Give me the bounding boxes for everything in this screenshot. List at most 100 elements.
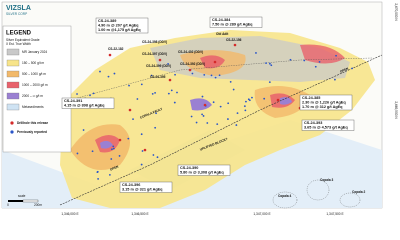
y-grid-label: 2,669,500 N bbox=[394, 101, 398, 119]
map-label: CS-24-392 (DDV) bbox=[180, 62, 205, 66]
drillhole-previous bbox=[132, 118, 134, 121]
legend-marker bbox=[10, 121, 14, 125]
x-grid-label: 1,346,000 E bbox=[61, 212, 78, 216]
x-grid-label: 1,346,500 E bbox=[131, 212, 148, 216]
legend-swatch bbox=[6, 48, 20, 56]
drillhole-release bbox=[188, 68, 192, 72]
legend-label: Drillhole this release bbox=[17, 121, 48, 125]
legend-subtitle: Silver Equivalent Grade bbox=[6, 38, 40, 42]
drillhole-previous bbox=[218, 74, 221, 77]
drillhole-previous bbox=[174, 73, 176, 76]
drillhole-previous bbox=[216, 123, 219, 126]
grade-2000-plus bbox=[190, 98, 212, 111]
drillhole-release bbox=[203, 103, 207, 107]
map-label: Copala 3 bbox=[320, 178, 334, 182]
map-label: OPEN bbox=[109, 164, 120, 171]
drillhole-previous bbox=[111, 148, 113, 151]
drillhole-previous bbox=[76, 152, 79, 155]
callout-hole: CS-24-391 bbox=[64, 99, 82, 103]
callout-line: 5.80 m @ 3,308 g/t AgEq bbox=[180, 171, 224, 175]
drillhole-previous bbox=[255, 52, 257, 54]
drillhole-previous bbox=[112, 147, 115, 150]
map-label: CS-24-398 (DDV) bbox=[142, 40, 167, 44]
legend-label: 1000 – 2000 g/t m bbox=[22, 83, 48, 87]
drillhole-previous bbox=[201, 113, 203, 116]
drillhole-previous bbox=[108, 173, 111, 176]
drillhole-previous bbox=[270, 64, 273, 67]
drillhole-previous bbox=[244, 109, 247, 112]
drillhole-previous bbox=[156, 156, 159, 159]
drillhole-previous bbox=[110, 158, 113, 160]
drillhole-previous bbox=[268, 81, 271, 84]
callout-hole: CS-24-396 bbox=[122, 183, 140, 187]
drillhole-previous bbox=[128, 84, 130, 87]
drillhole-previous bbox=[195, 121, 198, 124]
map-label: CS-24-399 (DDV) bbox=[146, 64, 171, 68]
drillhole-previous bbox=[227, 102, 230, 105]
drillhole-previous bbox=[89, 94, 91, 97]
scale-label: 0 bbox=[7, 203, 9, 207]
drillhole-previous bbox=[203, 73, 206, 76]
drillhole-release bbox=[158, 58, 162, 62]
scale-bar bbox=[22, 199, 39, 203]
drillhole-previous bbox=[167, 92, 170, 95]
callout-box bbox=[177, 164, 231, 176]
drillhole-previous bbox=[303, 59, 306, 62]
drillhole-previous bbox=[212, 101, 215, 104]
drillhole-previous bbox=[334, 78, 336, 81]
callout-line: 4.90 m @ 207 g/t AgEq bbox=[98, 24, 139, 28]
drillhole-previous bbox=[351, 67, 354, 70]
drillhole-release bbox=[108, 53, 112, 57]
drillhole-previous bbox=[251, 96, 253, 99]
drillhole-previous bbox=[82, 129, 85, 131]
brand-sub: SILVER CORP bbox=[6, 12, 27, 16]
drillhole-previous bbox=[154, 126, 157, 129]
map-label: CS-24-395 bbox=[150, 75, 166, 79]
drillhole-previous bbox=[152, 154, 155, 156]
callout-line: 1.70 m @ 312 g/t AgEq bbox=[302, 105, 343, 109]
callout-hole: CS-24-384 bbox=[212, 18, 231, 22]
scale-label: 200m bbox=[34, 203, 42, 207]
copala-outline bbox=[272, 191, 298, 209]
drillhole-previous bbox=[155, 112, 157, 115]
drillhole-previous bbox=[176, 91, 178, 94]
map-label: CS-24-402 (DDV) bbox=[178, 50, 203, 54]
legend-swatch bbox=[6, 92, 20, 100]
drillhole-previous bbox=[150, 74, 153, 77]
drillhole-previous bbox=[99, 70, 101, 73]
callout-line: 2.30 m @ 1,226 g/t AgEq bbox=[302, 101, 346, 105]
x-grid-label: 1,347,500 E bbox=[326, 212, 343, 216]
brand: VIZSLA bbox=[6, 5, 31, 12]
callout-line: 3.65 m @ 4,573 g/t AgEq bbox=[304, 126, 348, 130]
callout-hole: CS-24-390 bbox=[180, 166, 198, 170]
drillhole-previous bbox=[265, 62, 267, 65]
callout-hole: CS-24-393 bbox=[304, 121, 322, 125]
drillhole-release bbox=[213, 60, 217, 64]
legend-swatch bbox=[6, 59, 20, 67]
drillhole-previous bbox=[229, 80, 232, 83]
drillhole-release bbox=[168, 78, 172, 82]
drillhole-previous bbox=[268, 62, 271, 65]
callout-line: 3.15 m @ 321 g/t AgEq bbox=[122, 188, 163, 192]
drillhole-previous bbox=[314, 65, 317, 68]
drillhole-previous bbox=[190, 115, 193, 118]
y-grid-label: 2,670,000 N bbox=[394, 3, 398, 21]
legend-label: Previously reported bbox=[17, 130, 47, 134]
drillhole-previous bbox=[113, 72, 116, 75]
drillhole-release bbox=[128, 108, 132, 112]
legend-marker bbox=[10, 130, 14, 134]
drillhole-previous bbox=[201, 95, 204, 98]
drillhole-previous bbox=[202, 115, 205, 117]
drillhole-layer bbox=[76, 43, 354, 180]
legend-title: LEGEND bbox=[6, 31, 32, 37]
callout-line: 7.50 m @ 289 g/t AgEq bbox=[212, 23, 253, 27]
legend-subtitle: X Est. True Width bbox=[6, 42, 31, 46]
callout-line: 4.15 m @ 898 g/t AgEq bbox=[64, 104, 105, 108]
callout-box bbox=[299, 94, 353, 111]
drillhole-previous bbox=[219, 105, 222, 108]
drillhole-release bbox=[118, 138, 122, 142]
legend-swatch bbox=[6, 103, 20, 111]
map-label: Copala 2 bbox=[352, 190, 366, 194]
callout-hole: CS-24-389 bbox=[98, 19, 116, 23]
drillhole-previous bbox=[206, 122, 209, 124]
